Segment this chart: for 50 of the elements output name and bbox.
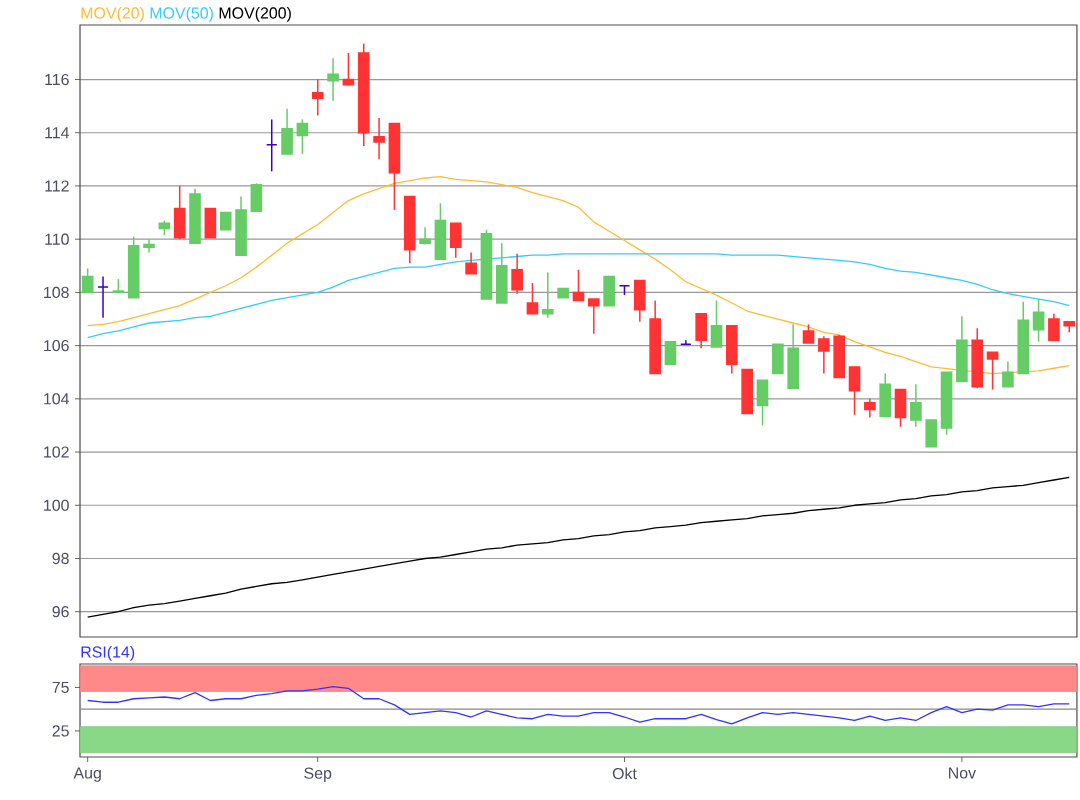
y-tick-label: 114 bbox=[45, 127, 70, 139]
candlestick bbox=[311, 78, 324, 117]
candlestick bbox=[818, 335, 830, 375]
x-tick-label: Sep bbox=[304, 767, 332, 782]
candlestick bbox=[802, 323, 815, 344]
candlestick bbox=[97, 275, 109, 319]
x-tick-label: Nov bbox=[949, 767, 977, 779]
candlestick bbox=[526, 282, 539, 315]
y-tick-label: 110 bbox=[45, 233, 69, 245]
candlestick bbox=[296, 118, 309, 155]
candlestick bbox=[848, 366, 861, 416]
candlestick bbox=[664, 340, 677, 365]
candlestick bbox=[342, 52, 355, 86]
y-tick-label: 116 bbox=[45, 73, 69, 86]
y-tick-label: 112 bbox=[45, 180, 69, 192]
candlestick bbox=[449, 222, 462, 259]
candlestick bbox=[265, 118, 278, 173]
text: MOV(50) bbox=[150, 6, 213, 22]
candlestick bbox=[1048, 312, 1060, 342]
candlestick bbox=[419, 226, 431, 246]
candlestick bbox=[373, 117, 385, 161]
y-tick-label: 104 bbox=[44, 393, 70, 405]
y-tick-label: 102 bbox=[44, 446, 69, 458]
candlestick bbox=[710, 299, 723, 348]
candlestick bbox=[327, 57, 339, 102]
text: MOV(200) bbox=[219, 6, 291, 22]
y-tick-label: 96 bbox=[52, 606, 69, 618]
candlestick bbox=[986, 351, 999, 391]
y-tick-label: 25 bbox=[52, 725, 69, 737]
candlestick bbox=[587, 298, 600, 335]
candlestick bbox=[541, 271, 554, 319]
candlestick bbox=[1002, 360, 1014, 388]
text: MOV(20) bbox=[81, 6, 144, 22]
candlestick bbox=[81, 267, 94, 294]
candlestick bbox=[1032, 298, 1045, 343]
x-tick-label: Aug bbox=[73, 767, 101, 782]
candlestick bbox=[143, 238, 155, 254]
y-tick-label: 75 bbox=[52, 681, 69, 694]
candlestick bbox=[864, 398, 876, 419]
y-tick-label: 100 bbox=[44, 499, 69, 511]
y-tick-label: 106 bbox=[44, 339, 69, 352]
candlestick bbox=[511, 253, 523, 295]
candlestick bbox=[910, 383, 922, 428]
text: RSI(14) bbox=[81, 645, 135, 661]
x-tick-label: Okt bbox=[612, 767, 637, 780]
candlestick bbox=[680, 339, 692, 346]
candlestick bbox=[465, 251, 477, 275]
candlestick bbox=[572, 269, 585, 302]
y-tick-label: 98 bbox=[52, 552, 69, 565]
y-tick-label: 108 bbox=[44, 286, 69, 299]
